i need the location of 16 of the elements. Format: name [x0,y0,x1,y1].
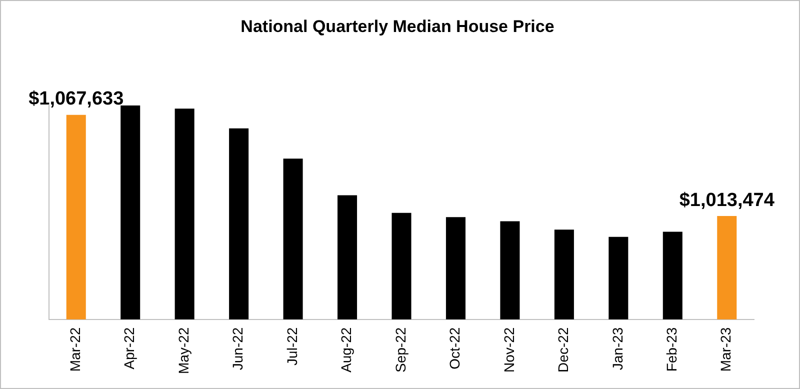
x-tick-label: Jan-23 [609,327,626,370]
data-label: $1,013,474 [679,190,775,211]
x-tick-label: Jun-22 [230,327,246,370]
x-tick-label: Aug-22 [338,327,354,372]
x-tick-label: May-22 [175,327,192,374]
chart-title: National Quarterly Median House Price [240,16,554,36]
x-tick-label: Mar-22 [66,327,83,372]
x-tick-label: Nov-22 [500,327,517,372]
data-label: $1,067,633 [28,88,124,110]
x-tick-label: Jul-22 [284,327,300,366]
x-tick-label: Apr-22 [121,327,138,370]
x-tick-label: Oct-22 [446,327,463,370]
x-tick-label: Sep-22 [392,327,408,372]
x-tick-label: Feb-23 [664,327,680,372]
x-tick-label: Mar-23 [718,327,734,372]
x-tick-label: Dec-22 [555,327,572,372]
